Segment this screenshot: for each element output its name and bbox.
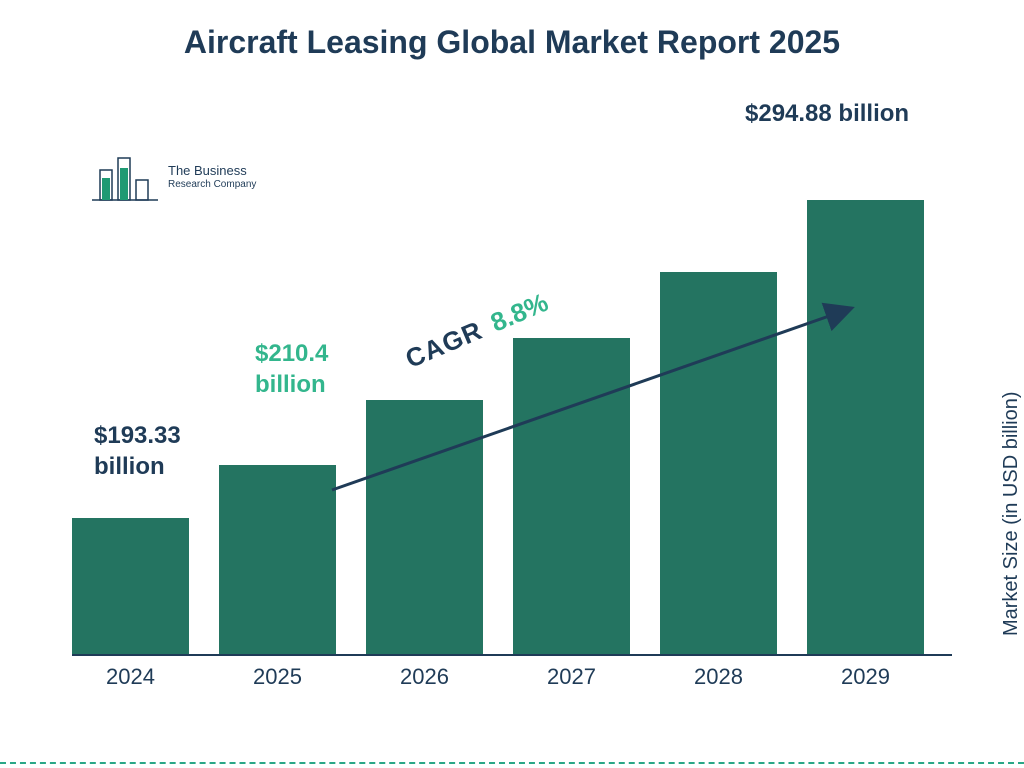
y-axis-label: Market Size (in USD billion) bbox=[1001, 392, 1024, 637]
bar bbox=[72, 518, 189, 654]
value-2025-line2: billion bbox=[255, 369, 328, 400]
value-2024-line1: $193.33 bbox=[94, 420, 181, 451]
bar-category-label: 2029 bbox=[796, 664, 936, 690]
chart-title: Aircraft Leasing Global Market Report 20… bbox=[0, 24, 1024, 61]
bar bbox=[807, 200, 924, 654]
value-label-2024: $193.33 billion bbox=[94, 420, 181, 482]
bar-category-label: 2027 bbox=[502, 664, 642, 690]
bars-container: 202420252026202720282029 bbox=[72, 184, 952, 654]
x-axis-line bbox=[72, 654, 952, 656]
page-root: Aircraft Leasing Global Market Report 20… bbox=[0, 0, 1024, 768]
bar-category-label: 2024 bbox=[61, 664, 201, 690]
bar bbox=[219, 465, 336, 654]
value-2024-line2: billion bbox=[94, 451, 181, 482]
value-label-2025: $210.4 billion bbox=[255, 338, 328, 400]
value-2025-line1: $210.4 bbox=[255, 338, 328, 369]
chart-area: 202420252026202720282029 CAGR 8.8% bbox=[72, 130, 952, 700]
footer-dashed-line bbox=[0, 762, 1024, 764]
bar bbox=[660, 272, 777, 654]
bar-category-label: 2026 bbox=[355, 664, 495, 690]
bar-category-label: 2028 bbox=[649, 664, 789, 690]
bar bbox=[513, 338, 630, 654]
bar bbox=[366, 400, 483, 654]
value-label-2029: $294.88 billion bbox=[745, 100, 909, 128]
bar-category-label: 2025 bbox=[208, 664, 348, 690]
